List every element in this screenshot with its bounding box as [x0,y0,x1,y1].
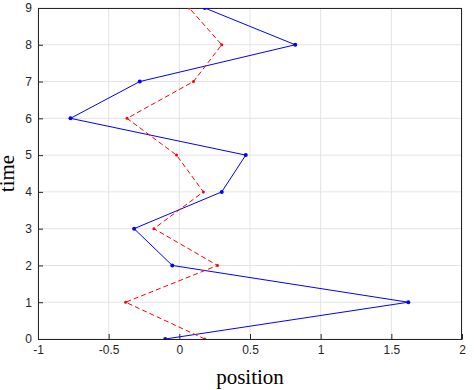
tick: 1 [25,296,43,310]
marker [69,116,73,120]
marker [202,190,205,193]
tick-label: 0 [25,332,32,346]
tick-mark [321,334,322,339]
grid-line [38,44,462,45]
series-line [71,8,409,339]
grid-line [179,8,180,339]
axis-line [38,9,39,340]
tick-mark [38,265,43,266]
tick-label: 8 [25,38,32,52]
tick-label: 3 [25,222,32,236]
grid-line [38,155,462,156]
tick-label: 4 [25,185,32,199]
grid-line [38,81,462,82]
grid-line [38,302,462,303]
axis-line [39,339,463,340]
tick-mark [391,334,392,339]
marker [152,227,155,230]
marker [406,300,410,304]
tick: 1.5 [383,334,400,357]
grid-line [108,8,109,339]
marker [216,264,219,267]
tick: 8 [25,38,43,52]
tick-mark [109,334,110,339]
plot: -1 -0.5 0 0.5 1 1.5 2 0 1 2 3 4 5 6 7 8 9 [25,1,466,356]
tick: 5 [25,148,43,162]
tick-label: 0 [176,343,183,357]
tick: 7 [25,75,43,89]
tick-mark [38,302,43,303]
marker [188,8,191,10]
x-axis-title: position [216,365,284,389]
grid-line [38,228,462,229]
y-axis-title: time [0,155,19,192]
tick: 6 [25,112,43,126]
grid-line [391,8,392,339]
marker [163,337,167,339]
grid-line [38,8,462,9]
tick-label: -0.5 [99,343,120,357]
tick-label: 1 [25,296,32,310]
marker [203,8,207,10]
y-axis: 0 1 2 3 4 5 6 7 8 9 [25,1,43,346]
marker [220,43,223,46]
marker [293,43,297,47]
marker [220,190,224,194]
tick-label: 9 [25,1,32,15]
tick: 3 [25,222,43,236]
grid-line [462,8,463,339]
frame [461,8,462,339]
tick-mark [38,118,43,119]
tick: 0 [25,332,43,346]
marker [126,117,129,120]
tick-mark [38,229,43,230]
tick-mark [250,334,251,339]
tick-label: -1 [33,343,44,357]
tick: 4 [25,185,43,199]
tick-label: 7 [25,75,32,89]
tick-label: 2 [25,259,32,273]
tick-label: 6 [25,112,32,126]
tick-mark [38,192,43,193]
tick-label: 1 [318,343,325,357]
grid-line [320,8,321,339]
grid-line [38,191,462,192]
tick: 0.5 [242,334,259,357]
tick-mark [38,82,43,83]
tick: -0.5 [99,334,120,357]
marker [132,227,136,231]
tick-label: 2 [459,343,466,357]
grid-line [38,265,462,266]
tick-mark [38,339,43,340]
tick-mark [38,155,43,156]
tick-mark [462,334,463,339]
chart: -1 -0.5 0 0.5 1 1.5 2 0 1 2 3 4 5 6 7 8 9 position time [0,0,474,390]
tick: 2 [459,334,466,357]
plot-background [38,8,462,339]
marker [138,80,142,84]
marker [192,80,195,83]
x-axis: -1 -0.5 0 0.5 1 1.5 2 [33,334,466,357]
series-line [126,8,222,339]
grid-line [250,8,251,339]
series-group [69,8,411,339]
grid [38,8,462,339]
marker [124,301,127,304]
marker [170,263,174,267]
tick: 1 [318,334,325,357]
marker [175,154,178,157]
tick-label: 0.5 [242,343,259,357]
grid-line [38,118,462,119]
grid-line [38,8,39,339]
tick-label: 1.5 [383,343,400,357]
frame [38,8,462,9]
marker [203,338,206,340]
tick-label: 5 [25,148,32,162]
tick-mark [38,45,43,46]
marker [244,153,248,157]
tick: 2 [25,259,43,273]
